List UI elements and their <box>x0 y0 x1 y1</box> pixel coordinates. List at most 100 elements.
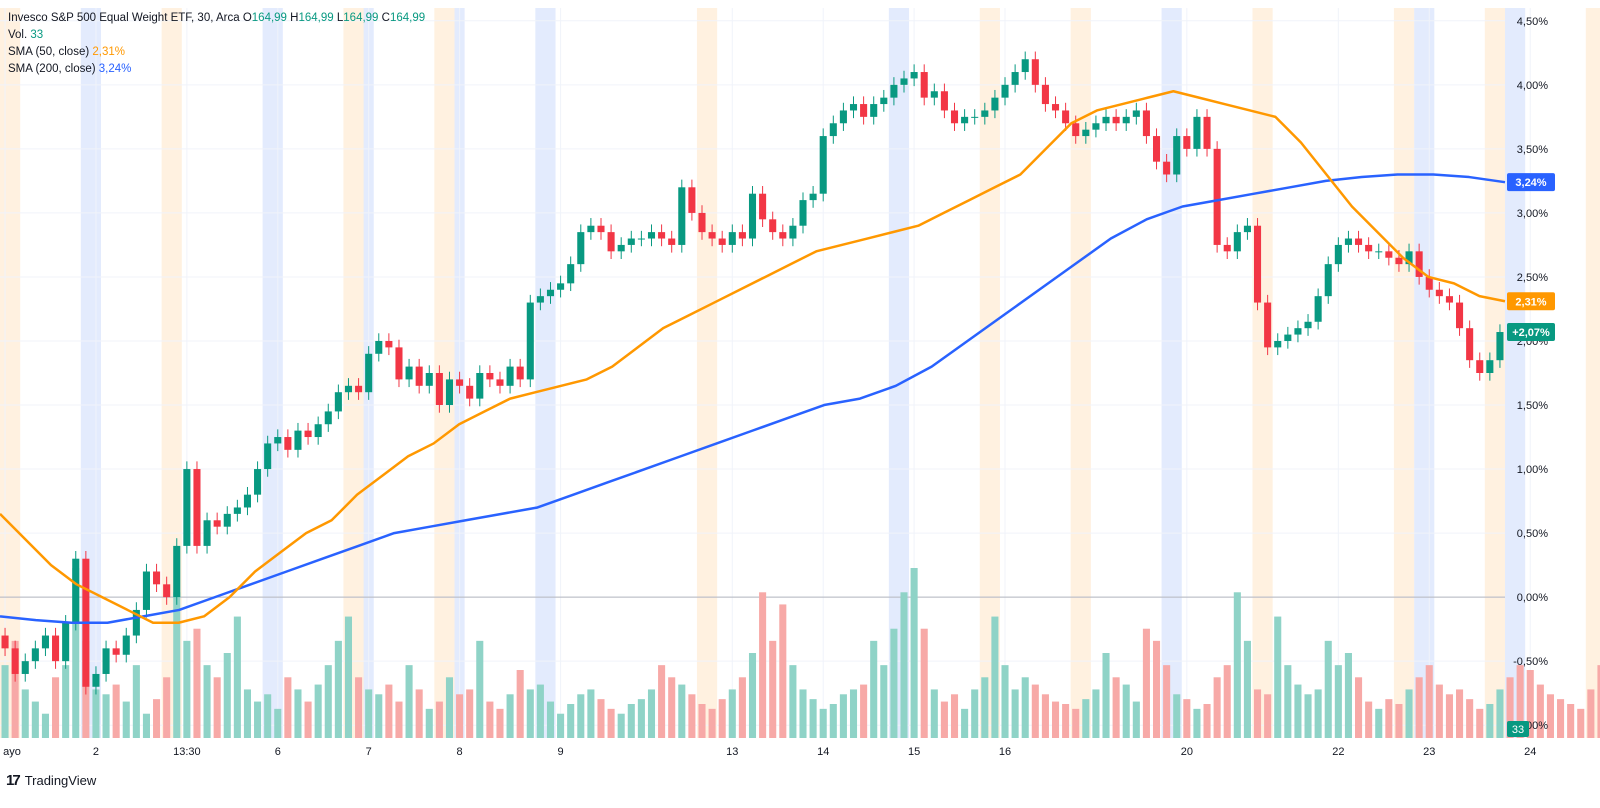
volume-bar <box>536 684 544 738</box>
candle-body <box>637 238 645 240</box>
y-tick-label: 1,00% <box>1517 464 1548 476</box>
volume-bar <box>183 640 191 738</box>
candle-body <box>1041 84 1049 105</box>
candle-body <box>849 104 858 111</box>
legend-sma50-label: SMA (50, close) <box>8 46 90 58</box>
candle-body <box>334 392 342 412</box>
candle-body <box>1486 360 1494 373</box>
candle-body <box>1314 296 1322 322</box>
volume-bar <box>829 704 837 738</box>
candle-body <box>940 91 948 111</box>
volume-bar <box>1365 701 1373 738</box>
candle-body <box>1051 104 1060 111</box>
candle-body <box>819 136 827 194</box>
volume-bar <box>304 701 312 738</box>
volume-bar <box>809 699 817 738</box>
volume-bar <box>1142 628 1150 738</box>
x-tick-label: 24 <box>1524 746 1536 758</box>
volume-bar <box>627 704 635 738</box>
volume-bar <box>1031 684 1039 738</box>
volume-bar <box>1486 704 1494 738</box>
x-tick-label: 2 <box>93 746 99 758</box>
volume-bar <box>789 665 797 738</box>
volume-bar <box>1163 665 1171 738</box>
candle-body <box>41 635 49 649</box>
candle-body <box>1021 59 1029 73</box>
volume-bar <box>546 701 555 738</box>
volume-bar <box>839 694 847 738</box>
candle-body <box>1223 244 1231 252</box>
legend-row-volume[interactable]: Vol. 33 <box>8 27 425 44</box>
volume-bar <box>799 689 807 738</box>
y-tick-label: 1,50% <box>1517 400 1548 412</box>
candle-body <box>1001 84 1009 98</box>
volume-bar <box>1435 684 1443 738</box>
candle-body <box>860 104 868 117</box>
candle-body <box>668 238 676 245</box>
volume-bar <box>445 677 454 738</box>
candle-body <box>223 513 231 527</box>
volume-bar <box>557 713 565 738</box>
candle-body <box>324 411 332 425</box>
volume-bar <box>466 689 474 738</box>
volume-bar <box>1395 704 1403 738</box>
volume-bar <box>102 694 110 738</box>
candle-body <box>597 225 605 233</box>
price-labels: 3,24% 2,31% +2,07% 33 <box>1507 173 1555 737</box>
volume-bar <box>880 665 888 738</box>
tradingview-brand[interactable]: 17 TradingView <box>6 772 96 789</box>
candle-body <box>1466 328 1474 361</box>
candle-body <box>738 232 746 239</box>
volume-bar <box>1051 701 1060 738</box>
postmarket-band <box>696 8 718 738</box>
legend-row-symbol[interactable]: Invesco S&P 500 Equal Weight ETF, 30, Ar… <box>8 10 425 27</box>
candle-body <box>72 558 80 623</box>
candle-body <box>233 507 241 514</box>
volume-bar <box>1567 704 1575 738</box>
volume-bar <box>890 628 898 738</box>
legend-row-sma200[interactable]: SMA (200, close) 3,24% <box>8 61 425 78</box>
candle-body <box>496 379 504 386</box>
candle-body <box>11 648 19 674</box>
volume-bar <box>173 592 181 738</box>
candle-body <box>314 424 322 438</box>
candle-body <box>243 494 252 508</box>
candle-body <box>183 469 191 546</box>
candle-body <box>526 302 534 380</box>
legend-row-sma50[interactable]: SMA (50, close) 2,31% <box>8 44 425 61</box>
candle-body <box>1375 251 1383 253</box>
legend-vol-label: Vol. <box>8 29 28 41</box>
volume-bar <box>132 665 140 738</box>
volume-bar <box>254 701 262 738</box>
volume-bar <box>1587 689 1595 738</box>
postmarket-band <box>1070 8 1091 738</box>
candle-body <box>163 584 171 598</box>
candle-body <box>1122 116 1130 124</box>
volume-bar <box>1385 699 1393 738</box>
x-tick-label: 8 <box>457 746 463 758</box>
candle-body <box>678 187 686 245</box>
legend-c-value: 164,99 <box>389 12 426 24</box>
candle-body <box>1 635 9 649</box>
volume-bar <box>506 694 514 738</box>
candle-body <box>405 366 413 380</box>
candle-body <box>1415 251 1423 277</box>
volume-bar <box>1476 708 1484 738</box>
volume-bar <box>587 689 595 738</box>
candle-body <box>1385 251 1393 258</box>
volume-bar <box>1425 665 1433 738</box>
volume-bar <box>617 713 625 738</box>
volume-bar <box>163 677 171 738</box>
volume-bar <box>385 684 393 738</box>
legend-h-label: H <box>290 12 299 24</box>
candle-body <box>607 232 615 252</box>
candle-body <box>1334 244 1342 265</box>
candle-body <box>1456 302 1464 329</box>
candle-body <box>759 193 767 220</box>
volume-bar <box>1496 689 1504 738</box>
x-tick-label: 15 <box>908 746 920 758</box>
x-tick-label: ayo <box>3 746 21 758</box>
candle-body <box>385 340 393 348</box>
premarket-band <box>262 8 283 738</box>
